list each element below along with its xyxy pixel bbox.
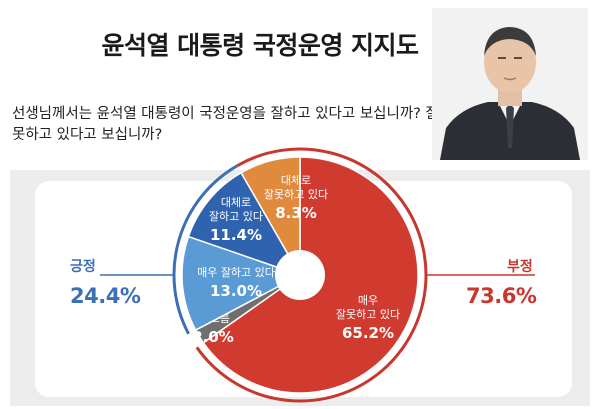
slice-label: 매우 잘하고 있다 [197,265,275,279]
positive-label: 긍정 [70,259,96,275]
slice-value: 8.3% [275,204,317,222]
slice-label: 잘하고 있다 [209,209,263,223]
slice-value: 11.4% [210,226,262,244]
pie-slice [240,156,301,278]
slice-label: 대체로 [281,174,311,187]
slice-label: 잘못하고 있다 [264,187,328,201]
negative-value: 73.6% [466,284,537,308]
president-photo [432,8,588,160]
slice-value: 2.0% [192,328,234,346]
slice-label: 대체로 [221,196,251,209]
slice-value: 65.2% [342,324,394,342]
page-title: 윤석열 대통령 국정운영 지지도 [101,31,419,60]
survey-question: 선생님께서는 윤석열 대통령이 국정운영을 잘하고 있다고 보십니까? 잘못하고… [12,106,439,143]
pie-center-hole [275,250,325,300]
positive-ring [172,164,238,335]
slice-label: 매우 [358,294,378,307]
slice-value: 13.0% [210,282,262,300]
positive-value: 24.4% [70,284,141,308]
negative-ring [195,147,428,403]
slice-label: 잘못하고 있다 [336,307,400,321]
negative-label: 부정 [507,259,533,275]
pie-slice [181,235,302,332]
pie-slice [187,171,302,277]
